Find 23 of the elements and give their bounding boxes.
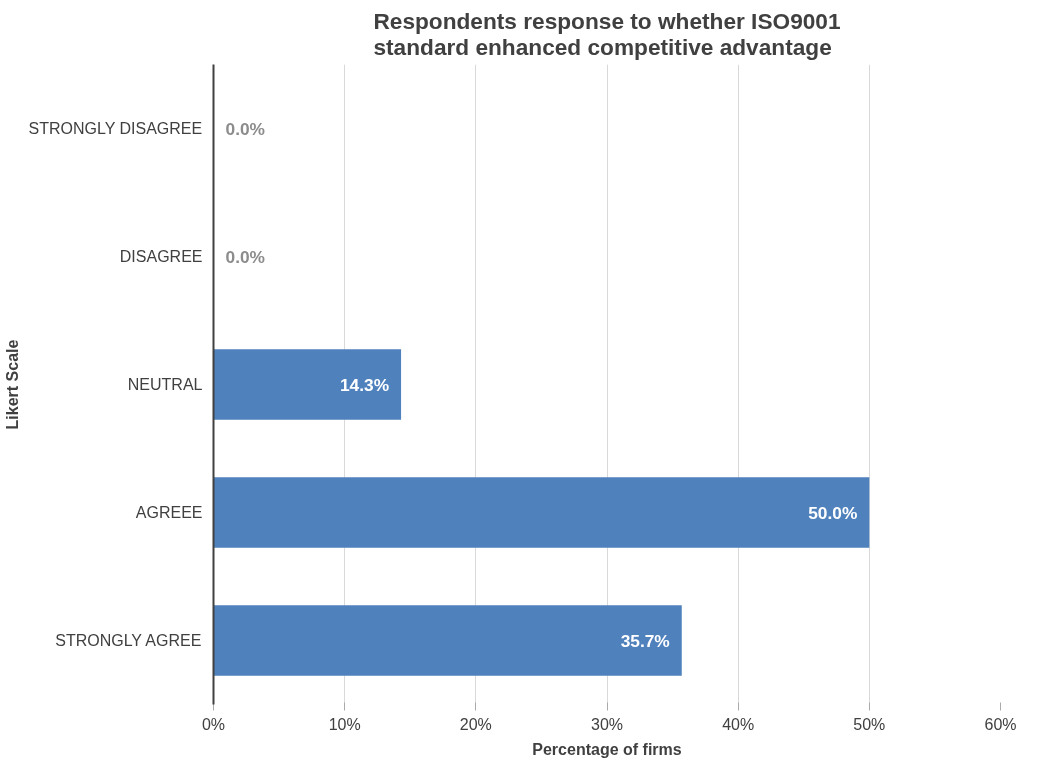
data-label: 0.0% xyxy=(225,118,265,139)
x-tick-label: 20% xyxy=(459,715,492,733)
y-tick-label: STRONGLY AGREE xyxy=(55,632,202,649)
bar xyxy=(213,605,682,676)
x-tick-label: 40% xyxy=(722,715,755,733)
data-label: 50.0% xyxy=(808,502,858,523)
x-tick-label: 50% xyxy=(853,715,886,733)
y-tick-label: STRONGLY DISAGREE xyxy=(28,120,203,137)
y-tick-label: AGREEE xyxy=(135,504,203,521)
data-label: 0.0% xyxy=(225,246,265,267)
y-tick-label: DISAGREE xyxy=(119,248,203,265)
data-label: 35.7% xyxy=(620,630,670,651)
x-tick-label: 0% xyxy=(201,715,226,733)
x-tick-label: 30% xyxy=(590,715,624,733)
bar xyxy=(213,477,870,548)
x-tick-label: 60% xyxy=(984,715,1017,733)
chart-title: Respondents response to whether ISO9001 standard enhanced competitive advantage xyxy=(373,7,841,60)
x-tick-label: 10% xyxy=(328,715,361,733)
bar xyxy=(213,349,402,420)
data-label: 14.3% xyxy=(339,374,390,395)
x-axis-title: Percentage of firms xyxy=(532,740,682,758)
y-tick-label: NEUTRAL xyxy=(127,376,203,393)
y-axis-title: Likert Scale xyxy=(3,339,21,430)
